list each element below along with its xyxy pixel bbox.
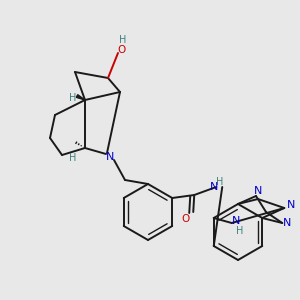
Text: H: H (216, 177, 223, 187)
Text: N: N (283, 218, 291, 228)
Text: N: N (287, 200, 296, 210)
Text: N: N (254, 186, 262, 196)
Text: H: H (69, 153, 77, 163)
Text: O: O (181, 214, 189, 224)
Text: H: H (69, 93, 77, 103)
Polygon shape (76, 95, 85, 100)
Text: O: O (118, 45, 126, 55)
Text: H: H (119, 35, 127, 45)
Text: N: N (210, 182, 218, 192)
Text: H: H (236, 226, 243, 236)
Text: N: N (232, 216, 240, 226)
Text: N: N (106, 152, 114, 162)
